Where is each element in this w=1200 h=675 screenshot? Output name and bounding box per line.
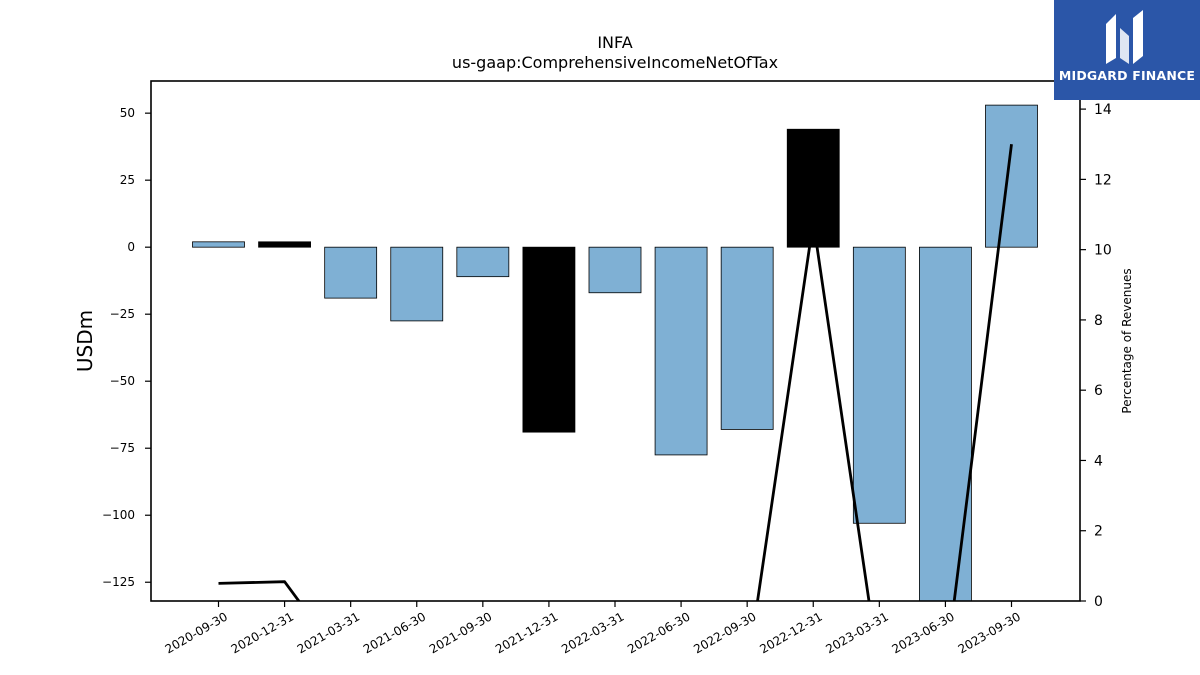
y2-tick-label: 10 xyxy=(1094,243,1112,259)
y2-axis-label: Percentage of Revenues xyxy=(1120,268,1134,413)
x-tick-label: 2022-03-31 xyxy=(559,609,626,656)
y2-tick-label: 0 xyxy=(1094,594,1103,610)
bar-2021-12-31 xyxy=(522,246,576,433)
logo-text: MIDGARD FINANCE xyxy=(1058,68,1196,83)
bar-2020-09-30 xyxy=(192,241,245,248)
midgard-m-icon xyxy=(1106,10,1143,64)
y2-tick-label: 4 xyxy=(1094,453,1103,469)
bar-2022-06-30 xyxy=(654,246,708,456)
y-axis: 50 25 0 −25 −50 −75 −100 −125 xyxy=(102,106,151,589)
x-tick-label: 2021-09-30 xyxy=(427,609,494,656)
y2-tick-label: 6 xyxy=(1094,383,1103,399)
y-tick-label: −100 xyxy=(102,508,135,522)
y-tick-label: −50 xyxy=(110,374,135,388)
x-tick-label: 2022-06-30 xyxy=(625,609,692,656)
x-tick-label: 2020-09-30 xyxy=(163,609,230,656)
bar-2022-09-30 xyxy=(720,246,774,430)
x-axis: 2020-09-302020-12-312021-03-312021-06-30… xyxy=(163,601,1023,656)
y-tick-label: −125 xyxy=(102,575,135,589)
x-tick-label: 2022-12-31 xyxy=(757,609,824,656)
bar-2021-09-30 xyxy=(456,246,510,278)
x-tick-label: 2021-06-30 xyxy=(361,609,428,656)
bar-2021-03-31 xyxy=(324,246,378,299)
bar-series xyxy=(192,104,1038,602)
bar-2023-09-30 xyxy=(985,104,1038,248)
bar-2021-06-30 xyxy=(390,246,444,322)
y-tick-label: 25 xyxy=(120,173,135,187)
y-axis-label: USDm xyxy=(73,310,97,372)
x-tick-label: 2023-06-30 xyxy=(890,609,957,656)
y2-tick-label: 8 xyxy=(1094,313,1103,329)
chart-subtitle: us-gaap:ComprehensiveIncomeNetOfTax xyxy=(452,53,778,72)
bar-2020-12-31 xyxy=(258,241,311,248)
x-tick-label: 2023-03-31 xyxy=(823,609,890,656)
y2-axis: 0 2 4 6 8 10 12 14 xyxy=(1080,102,1112,610)
x-tick-label: 2022-09-30 xyxy=(691,609,758,656)
y-tick-label: 0 xyxy=(127,240,135,254)
y-tick-label: −25 xyxy=(110,307,135,321)
chart-title: INFA xyxy=(597,33,632,52)
bar-2023-06-30 xyxy=(919,246,972,602)
y2-tick-label: 14 xyxy=(1094,102,1112,118)
bar-2023-03-31 xyxy=(852,246,906,524)
y2-tick-label: 2 xyxy=(1094,524,1103,540)
y2-tick-label: 12 xyxy=(1094,172,1112,188)
y-tick-label: 50 xyxy=(120,106,135,120)
x-tick-label: 2020-12-31 xyxy=(229,609,296,656)
x-tick-label: 2021-12-31 xyxy=(493,609,560,656)
midgard-logo: MIDGARD FINANCE xyxy=(1054,0,1200,100)
x-tick-label: 2021-03-31 xyxy=(295,609,362,656)
y-tick-label: −75 xyxy=(110,441,135,455)
x-tick-label: 2023-09-30 xyxy=(956,609,1023,656)
bar-2022-03-31 xyxy=(588,246,642,294)
